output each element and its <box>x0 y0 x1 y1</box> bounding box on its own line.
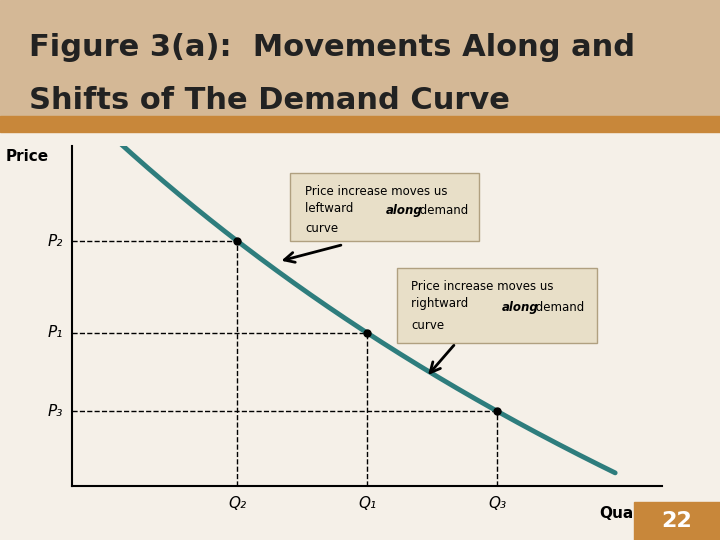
Text: Price increase moves us
leftward: Price increase moves us leftward <box>305 185 448 215</box>
Text: Q₂: Q₂ <box>228 496 246 511</box>
Text: along: along <box>386 204 423 217</box>
Text: P₂: P₂ <box>48 234 63 248</box>
Text: Shifts of The Demand Curve: Shifts of The Demand Curve <box>29 85 510 114</box>
Text: Price increase moves us
rightward: Price increase moves us rightward <box>412 280 554 310</box>
Text: curve: curve <box>412 319 445 332</box>
Text: Quantity: Quantity <box>599 507 674 522</box>
Text: curve: curve <box>305 222 338 235</box>
Text: demand: demand <box>532 301 584 314</box>
Text: Price: Price <box>5 149 48 164</box>
FancyBboxPatch shape <box>397 268 598 343</box>
Text: P₃: P₃ <box>48 404 63 418</box>
Text: demand: demand <box>416 204 469 217</box>
Text: P₁: P₁ <box>48 326 63 340</box>
Text: Q₃: Q₃ <box>488 496 506 511</box>
Text: Figure 3(a):  Movements Along and: Figure 3(a): Movements Along and <box>29 33 635 62</box>
Text: 22: 22 <box>662 511 692 531</box>
Text: Q₁: Q₁ <box>358 496 377 511</box>
Text: along: along <box>502 301 539 314</box>
FancyBboxPatch shape <box>290 173 480 241</box>
